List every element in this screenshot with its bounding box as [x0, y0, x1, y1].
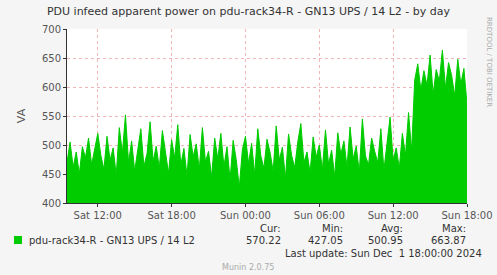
- svg-text:550: 550: [42, 111, 61, 122]
- svg-text:Last update: Sun Dec 1 18:00:: Last update: Sun Dec 1 18:00:00 2024: [285, 248, 482, 259]
- svg-text:500.95: 500.95: [368, 235, 403, 246]
- svg-text:500: 500: [42, 140, 61, 151]
- svg-text:450: 450: [42, 169, 61, 180]
- svg-text:600: 600: [42, 82, 61, 93]
- svg-text:Min:: Min:: [322, 223, 343, 234]
- svg-text:pdu-rack34-R - GN13 UPS / 14 L: pdu-rack34-R - GN13 UPS / 14 L2: [29, 235, 195, 246]
- svg-text:570.22: 570.22: [246, 235, 281, 246]
- svg-text:Munin 2.0.75: Munin 2.0.75: [222, 263, 274, 272]
- svg-text:650: 650: [42, 53, 61, 64]
- svg-text:Sun 00:00: Sun 00:00: [220, 210, 271, 221]
- svg-text:700: 700: [42, 24, 61, 35]
- svg-text:Cur:: Cur:: [260, 223, 281, 234]
- svg-text:Sun 12:00: Sun 12:00: [368, 210, 419, 221]
- svg-text:Sat 18:00: Sat 18:00: [147, 210, 195, 221]
- svg-text:VA: VA: [15, 108, 28, 123]
- svg-text:427.05: 427.05: [308, 235, 343, 246]
- svg-text:663.87: 663.87: [431, 235, 466, 246]
- svg-text:RRDTOOL / TOBI OETIKER: RRDTOOL / TOBI OETIKER: [485, 17, 493, 107]
- svg-text:400: 400: [42, 198, 61, 209]
- svg-text:Max:: Max:: [442, 223, 466, 234]
- svg-text:Sat 12:00: Sat 12:00: [74, 210, 122, 221]
- svg-text:PDU infeed apparent power on p: PDU infeed apparent power on pdu-rack34-…: [47, 5, 451, 18]
- svg-text:Sun 06:00: Sun 06:00: [294, 210, 345, 221]
- svg-text:Sun 18:00: Sun 18:00: [441, 210, 492, 221]
- svg-text:Avg:: Avg:: [381, 223, 403, 234]
